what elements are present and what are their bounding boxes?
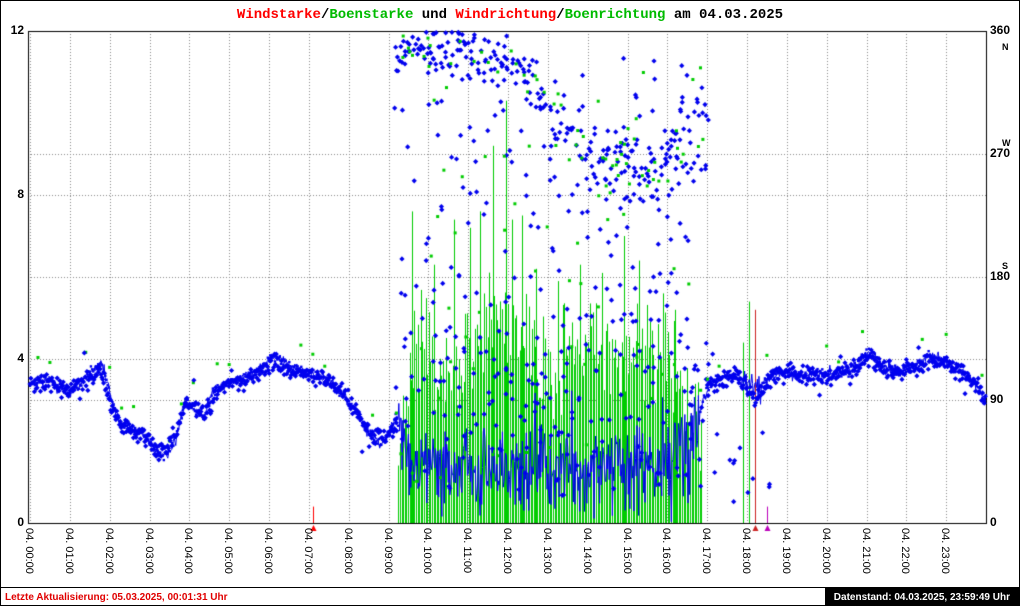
chart-title: Windstarke/Boenstarke und Windrichtung/B…	[1, 7, 1019, 23]
data-timestamp-badge: Datenstand: 04.03.2025, 23:59:49 Uhr	[824, 588, 1019, 605]
footer-divider	[1, 587, 1019, 588]
last-update-text: Letzte Aktualisierung: 05.03.2025, 00:01…	[5, 592, 228, 603]
title-boenrichtung: Boenrichtung	[564, 7, 666, 23]
title-slash-2: /	[556, 7, 565, 23]
title-boenstarke: Boenstarke	[329, 7, 414, 23]
title-slash-1: /	[320, 7, 330, 23]
title-und: und	[413, 7, 456, 23]
data-timestamp-text: Datenstand: 04.03.2025, 23:59:49 Uhr	[833, 592, 1010, 603]
title-windstarke: Windstarke	[236, 7, 321, 23]
title-windrichtung: Windrichtung	[455, 7, 557, 23]
title-date: am 04.03.2025	[665, 7, 784, 23]
